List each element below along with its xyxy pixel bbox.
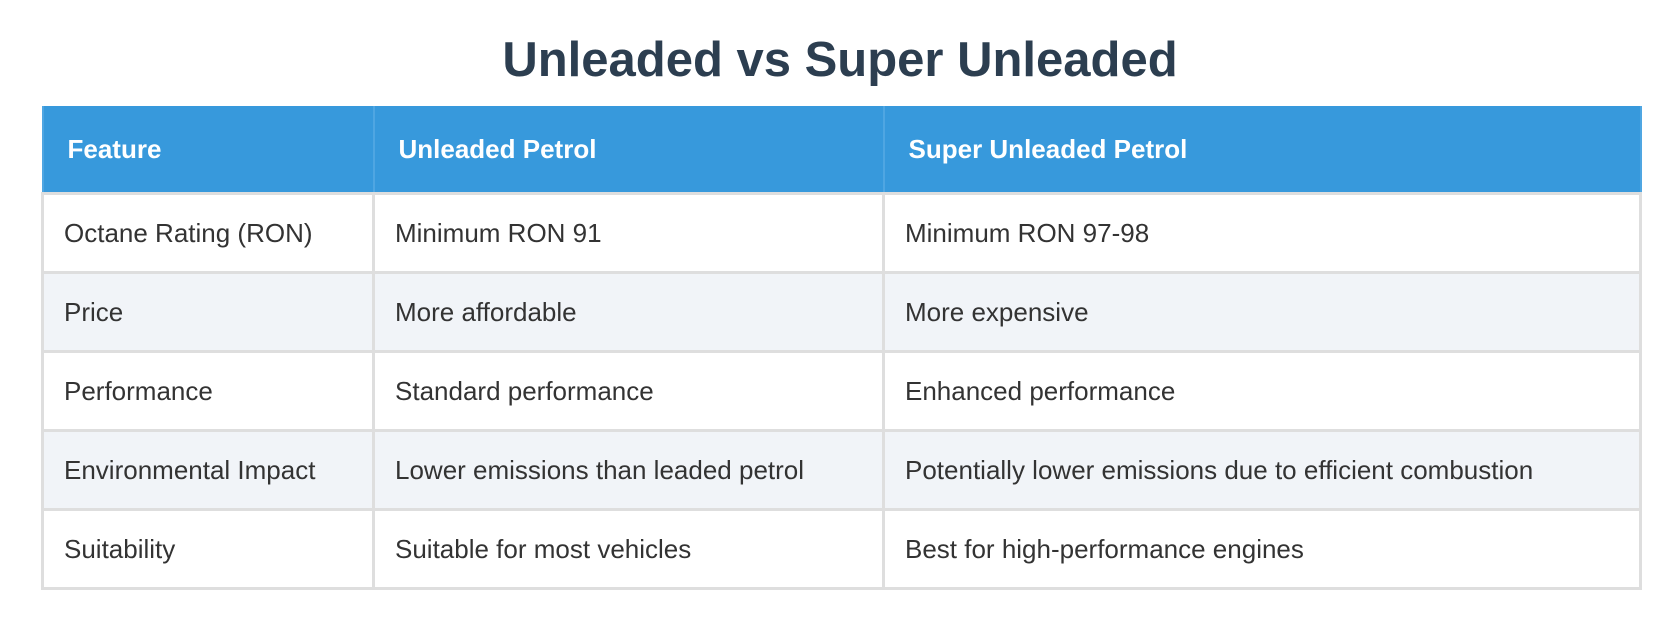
header-feature: Feature: [41, 106, 375, 195]
comparison-table: Feature Unleaded Petrol Super Unleaded P…: [41, 106, 1642, 590]
super-unleaded-cell: Minimum RON 97-98: [882, 192, 1642, 274]
page-title: Unleaded vs Super Unleaded: [502, 33, 1178, 87]
table-row: Environmental Impact Lower emissions tha…: [41, 429, 1642, 511]
feature-cell: Suitability: [41, 508, 375, 590]
table-row: Suitability Suitable for most vehicles B…: [41, 508, 1642, 590]
header-unleaded-petrol: Unleaded Petrol: [372, 106, 885, 195]
feature-cell: Price: [41, 271, 375, 353]
unleaded-cell: More affordable: [372, 271, 885, 353]
unleaded-cell: Suitable for most vehicles: [372, 508, 885, 590]
unleaded-cell: Minimum RON 91: [372, 192, 885, 274]
super-unleaded-cell: Potentially lower emissions due to effic…: [882, 429, 1642, 511]
table-row: Octane Rating (RON) Minimum RON 91 Minim…: [41, 192, 1642, 274]
table-row: Performance Standard performance Enhance…: [41, 350, 1642, 432]
super-unleaded-cell: More expensive: [882, 271, 1642, 353]
table-row: Price More affordable More expensive: [41, 271, 1642, 353]
header-super-unleaded-petrol: Super Unleaded Petrol: [882, 106, 1642, 195]
super-unleaded-cell: Enhanced performance: [882, 350, 1642, 432]
header-row: Feature Unleaded Petrol Super Unleaded P…: [41, 106, 1642, 195]
feature-cell: Environmental Impact: [41, 429, 375, 511]
feature-cell: Performance: [41, 350, 375, 432]
feature-cell: Octane Rating (RON): [41, 192, 375, 274]
table-body: Octane Rating (RON) Minimum RON 91 Minim…: [41, 192, 1642, 590]
table-header: Feature Unleaded Petrol Super Unleaded P…: [41, 106, 1642, 195]
unleaded-cell: Lower emissions than leaded petrol: [372, 429, 885, 511]
super-unleaded-cell: Best for high-performance engines: [882, 508, 1642, 590]
unleaded-cell: Standard performance: [372, 350, 885, 432]
